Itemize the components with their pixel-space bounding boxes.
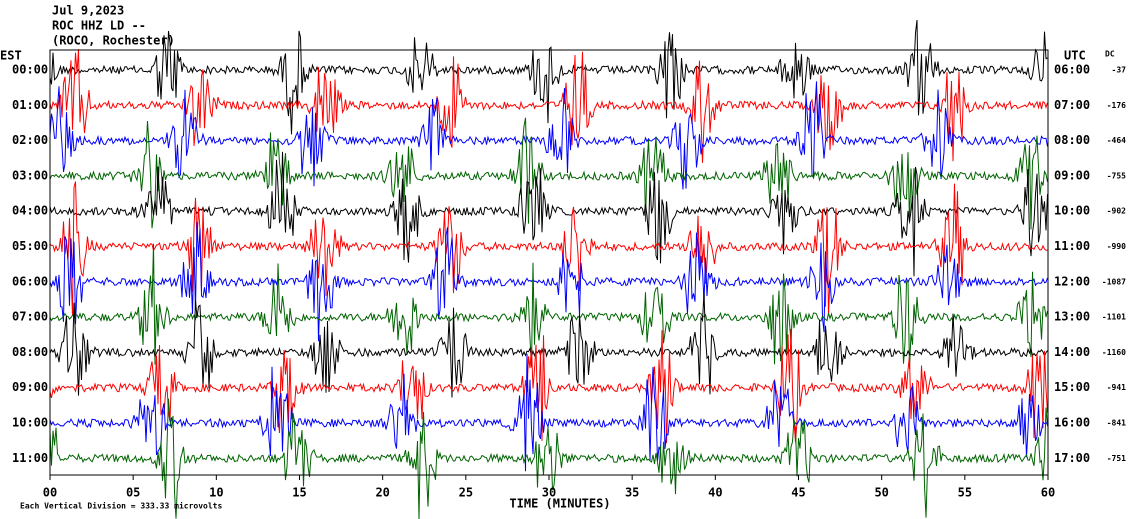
seismic-trace [49,353,1048,472]
dc-label: -990 [1107,242,1126,251]
seismic-trace [49,398,1048,519]
utc-label: 10:00 [1054,204,1090,218]
x-tick-label: 50 [874,486,888,500]
dc-label: -1087 [1102,277,1126,286]
dc-label: -902 [1107,207,1126,216]
seismic-trace [49,49,1048,163]
utc-label: 12:00 [1054,274,1090,288]
est-label: 01:00 [12,98,48,112]
left-zone: EST [0,49,22,63]
x-tick-label: 05 [126,486,140,500]
location: (ROCO, Rochester) [52,34,175,48]
right-zone: UTC [1064,49,1086,63]
x-tick-label: 60 [1041,486,1055,500]
est-label: 10:00 [12,416,48,430]
est-label: 04:00 [12,204,48,218]
est-label: 09:00 [12,380,48,394]
seismic-trace [49,222,1048,342]
dc-label: -841 [1107,419,1126,428]
utc-label: 17:00 [1054,451,1090,465]
utc-label: 06:00 [1054,63,1090,77]
utc-label: 13:00 [1054,310,1090,324]
dc-label: -751 [1107,454,1126,463]
seismic-trace [49,243,1048,370]
utc-label: 08:00 [1054,133,1090,147]
dc-label: -1160 [1102,348,1126,357]
seismic-trace [49,81,1048,190]
utc-label: 11:00 [1054,239,1090,253]
x-tick-label: 25 [459,486,473,500]
x-tick-label: 35 [625,486,639,500]
dc-label: -176 [1107,101,1126,110]
x-tick-label: 45 [791,486,805,500]
est-label: 06:00 [12,274,48,288]
utc-label: 07:00 [1054,98,1090,112]
seismic-trace [49,151,1048,277]
seismic-trace [49,181,1048,316]
x-tick-label: 00 [43,486,57,500]
est-label: 07:00 [12,310,48,324]
dc-label: -755 [1107,171,1126,180]
est-label: 03:00 [12,168,48,182]
date: Jul 9,2023 [52,4,124,18]
seismic-trace [49,117,1048,230]
utc-label: 15:00 [1054,380,1090,394]
est-label: 08:00 [12,345,48,359]
x-tick-label: 20 [375,486,389,500]
dc-header: DC [1105,50,1115,59]
dc-label: -941 [1107,383,1126,392]
seismic-trace [49,293,1048,398]
seismic-trace [49,19,1048,135]
dc-label: -464 [1107,136,1126,145]
x-tick-label: 55 [958,486,972,500]
dc-label: -1101 [1102,313,1126,322]
est-label: 11:00 [12,451,48,465]
utc-label: 14:00 [1054,345,1090,359]
est-label: 02:00 [12,133,48,147]
footer: Each Vertical Division = 333.33 microvol… [20,501,222,511]
x-tick-label: 40 [708,486,722,500]
seismic-trace [49,328,1048,444]
est-label: 05:00 [12,239,48,253]
utc-label: 16:00 [1054,416,1090,430]
est-label: 00:00 [12,63,48,77]
x-tick-label: 30 [542,486,556,500]
station: ROC HHZ LD -- [52,19,146,33]
utc-label: 09:00 [1054,168,1090,182]
x-tick-label: 15 [292,486,306,500]
x-axis-label: TIME (MINUTES) [509,497,610,511]
traces [49,19,1048,519]
x-tick-label: 10 [209,486,223,500]
dc-label: -37 [1112,66,1127,75]
